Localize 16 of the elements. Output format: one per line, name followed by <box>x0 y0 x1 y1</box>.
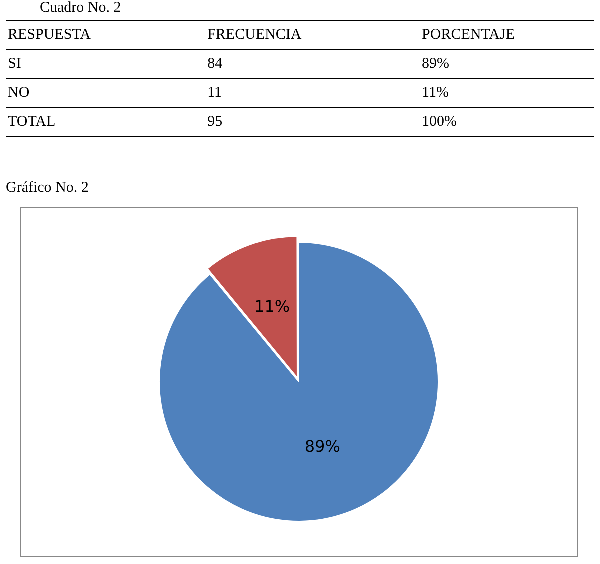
text: NO <box>6 78 206 108</box>
data-label: 11% <box>254 297 290 316</box>
text: 100% <box>420 108 594 136</box>
text: 11% <box>422 84 449 100</box>
text: PORCENTAJE <box>420 20 594 50</box>
text: FRECUENCIA <box>206 20 420 50</box>
chart-title: Gráfico No. 2 <box>6 180 89 197</box>
data-label: 89% <box>304 436 340 456</box>
text: 84 <box>206 50 420 78</box>
text: 95 <box>206 108 420 136</box>
text: Cuadro No. 2 <box>40 0 122 17</box>
text: SI <box>6 50 206 78</box>
text: 11 <box>206 78 420 108</box>
text: TOTAL <box>6 108 206 136</box>
text: 89% <box>422 56 450 72</box>
text: RESPUESTA <box>6 20 206 50</box>
